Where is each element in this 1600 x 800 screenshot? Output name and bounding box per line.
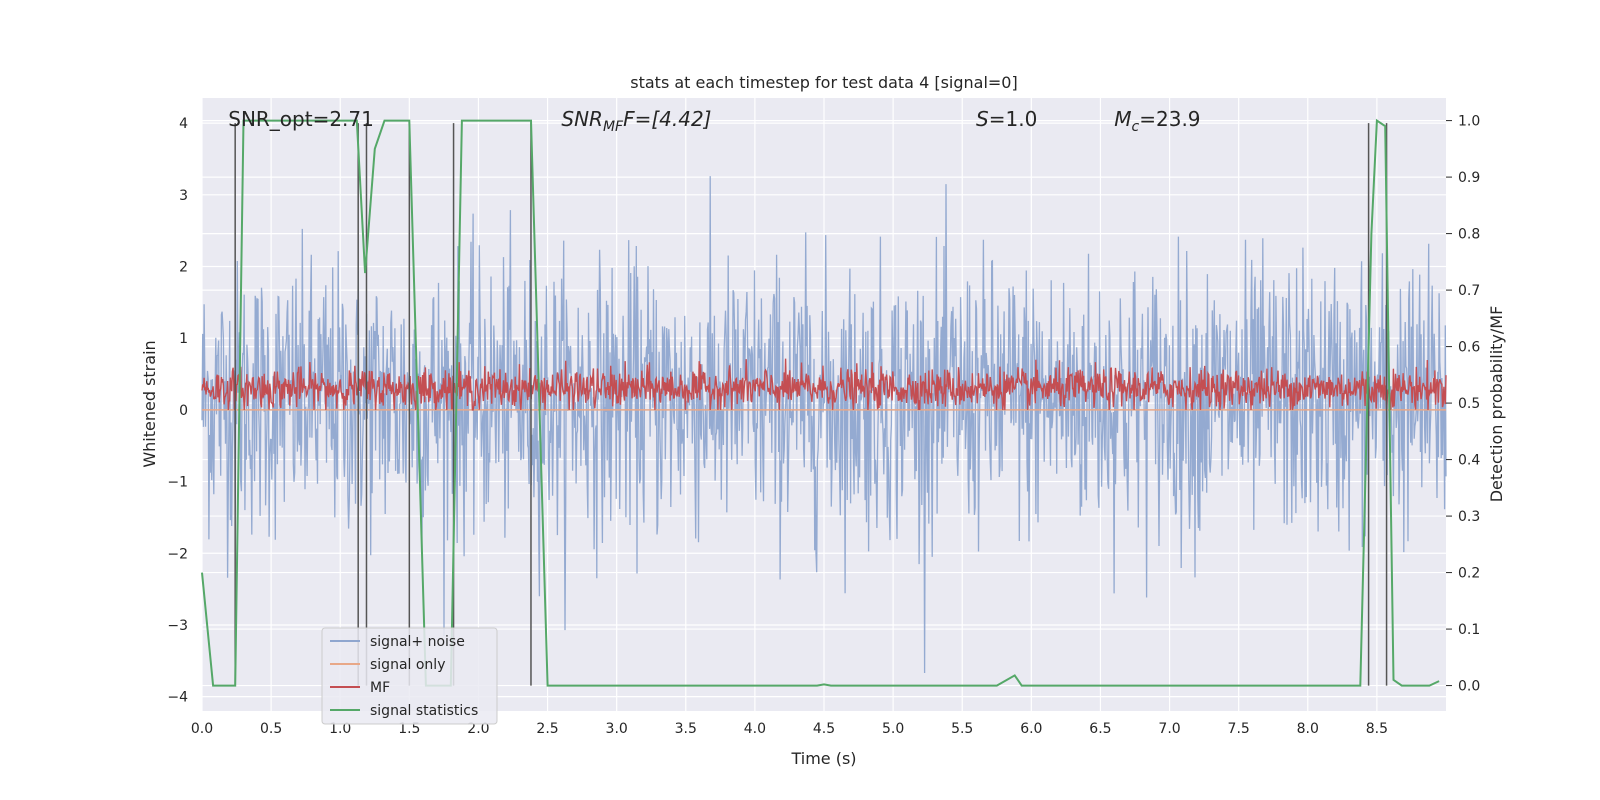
- x-tick-label-10: 5.0: [882, 721, 904, 737]
- x-tick-label-6: 3.0: [606, 721, 628, 737]
- legend-label-signal-noise: signal+ noise: [370, 634, 465, 650]
- y-tick-label-6: 2: [179, 259, 188, 275]
- y-tick-label-5: 1: [179, 331, 188, 347]
- x-tick-label-4: 2.0: [467, 721, 489, 737]
- y-right-tick-label-9: 0.9: [1458, 170, 1480, 186]
- x-tick-label-16: 8.0: [1297, 721, 1319, 737]
- y-right-tick-label-4: 0.4: [1458, 453, 1480, 469]
- legend-label-signal-only: signal only: [370, 657, 445, 673]
- annotation-0: SNR_opt=2.71: [228, 107, 374, 131]
- legend-label-mf: MF: [370, 680, 390, 696]
- annotation-1: SNRMFF=[4.42]: [561, 107, 711, 135]
- y-right-tick-label-2: 0.2: [1458, 566, 1480, 582]
- y-tick-label-2: −2: [167, 546, 188, 562]
- x-tick-label-12: 6.0: [1020, 721, 1042, 737]
- signal-statistics-line: [201, 118, 1440, 687]
- annotation-2: S=1.0: [976, 107, 1037, 131]
- x-tick-label-13: 6.5: [1089, 721, 1111, 737]
- x-tick-label-0: 0.0: [191, 721, 213, 737]
- x-tick-label-15: 7.5: [1228, 721, 1250, 737]
- x-tick-label-5: 2.5: [536, 721, 558, 737]
- chart-title: stats at each timestep for test data 4 […: [630, 73, 1017, 92]
- legend-label-signal-statistics: signal statistics: [370, 703, 478, 719]
- x-tick-label-8: 4.0: [744, 721, 766, 737]
- y-right-tick-label-8: 0.8: [1458, 227, 1480, 243]
- x-tick-label-14: 7.0: [1158, 721, 1180, 737]
- x-tick-label-3: 1.5: [398, 721, 420, 737]
- y-axis-ticks: −4 −3 −2 −1 0 1 2 3 4: [167, 116, 188, 706]
- y-right-tick-label-0: 0.0: [1458, 679, 1480, 695]
- legend: signal+ noise signal only MF signal stat…: [321, 627, 498, 725]
- vertical-marker-lines: [234, 123, 1388, 686]
- x-axis-ticks: 0.0 0.5 1.0 1.5 2.0 2.5 3.0 3.5 4.0 4.5 5.0 5.5 6.0 6…: [191, 721, 1388, 737]
- x-tick-label-1: 0.5: [260, 721, 282, 737]
- y-right-tick-label-6: 0.6: [1458, 340, 1480, 356]
- y-tick-label-4: 0: [179, 403, 188, 419]
- y-tick-label-8: 4: [179, 116, 188, 132]
- y-tick-label-0: −4: [167, 690, 188, 706]
- x-tick-label-17: 8.5: [1366, 721, 1388, 737]
- annotations: SNR_opt=2.71 SNRMFF=[4.42] S=1.0 Mc=23.9: [228, 107, 1200, 135]
- legend-box: [321, 627, 498, 725]
- x-tick-label-11: 5.5: [951, 721, 973, 737]
- y-tick-label-1: −3: [167, 618, 188, 634]
- x-tick-label-7: 3.5: [675, 721, 697, 737]
- y-right-tick-label-10: 1.0: [1458, 114, 1480, 130]
- signal-statistics-series: [201, 118, 1440, 687]
- y-axis-label: Whitened strain: [140, 340, 159, 467]
- y-right-tick-label-1: 0.1: [1458, 622, 1480, 638]
- y-right-tick-label-7: 0.7: [1458, 283, 1480, 299]
- y-tick-label-3: −1: [167, 475, 188, 491]
- y-right-tick-label-3: 0.3: [1458, 509, 1480, 525]
- y-axis-right-label: Detection probability/MF: [1487, 306, 1506, 503]
- x-tick-label-2: 1.0: [329, 721, 351, 737]
- y-right-tick-label-5: 0.5: [1458, 396, 1480, 412]
- x-axis-label: Time (s): [790, 749, 856, 768]
- x-tick-label-9: 4.5: [813, 721, 835, 737]
- y-axis-right-ticks: 0.0 0.1 0.2 0.3 0.4 0.5 0.6 0.7 0.8 0.9 1.0: [1446, 114, 1480, 695]
- annotation-3: Mc=23.9: [1114, 107, 1200, 135]
- y-tick-label-7: 3: [179, 188, 188, 204]
